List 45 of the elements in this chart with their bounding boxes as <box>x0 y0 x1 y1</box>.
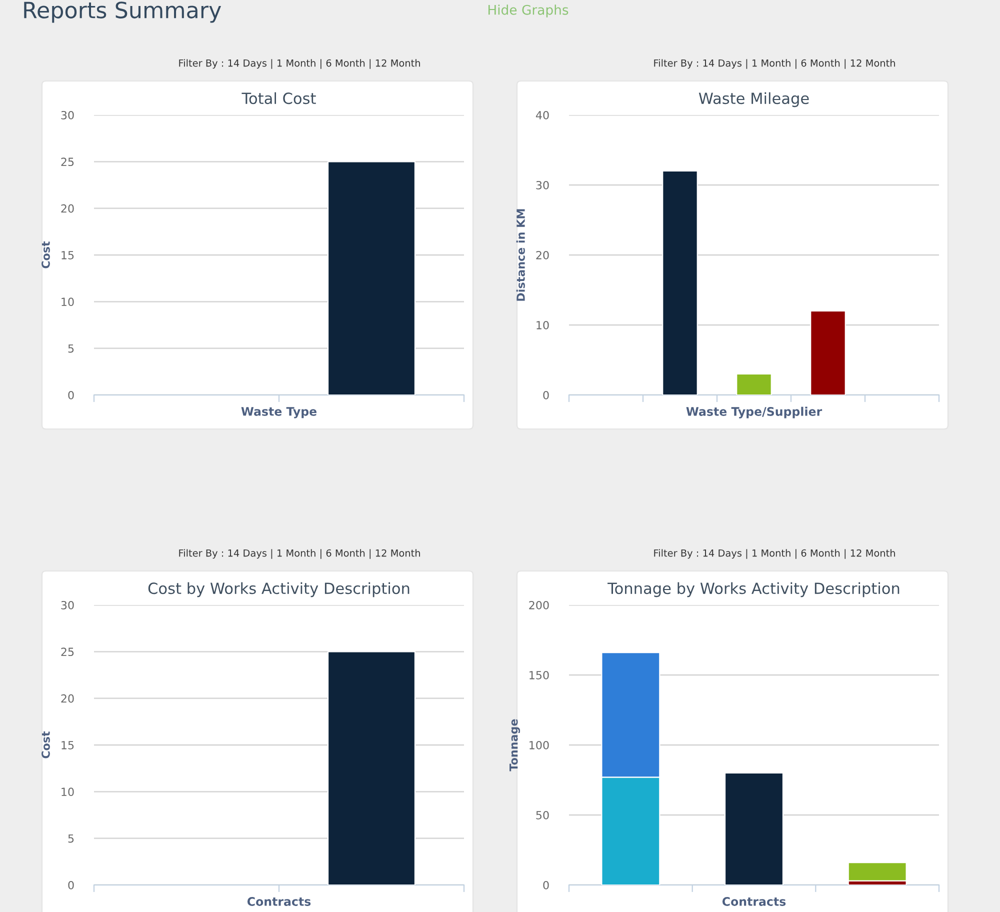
chart-title: Waste Mileage <box>698 92 809 108</box>
y-tick-label: 10 <box>62 298 74 306</box>
y-tick-label: 0 <box>543 880 549 890</box>
y-axis-title: Tonnage <box>510 719 520 772</box>
y-tick-label: 30 <box>61 600 74 610</box>
y-axis-title: Distance in KM <box>516 209 525 301</box>
y-tick-label: 30 <box>61 110 74 120</box>
y-tick-label: 10 <box>536 320 549 330</box>
chart-title: Tonnage by Works Activity Description <box>608 582 900 598</box>
text: Filter By : 14 Days | 1 Month | 6 Month | 12 Month <box>179 549 420 559</box>
y-tick-label: 50 <box>536 810 549 820</box>
y-tick-label: 20 <box>61 204 74 213</box>
chart-title: Total Cost <box>242 92 316 104</box>
y-tick-label: 30 <box>536 180 549 190</box>
y-axis-title: Cost <box>42 241 50 268</box>
y-tick-label: 15 <box>62 741 74 750</box>
chart-title: Cost by Works Activity Description <box>148 582 410 598</box>
y-axis-title: Cost <box>42 731 50 758</box>
x-axis-title: Contracts <box>722 897 786 906</box>
x-axis-title: Contracts <box>247 897 311 906</box>
text: Hide Graphs <box>488 4 568 18</box>
y-tick-label: 200 <box>529 600 549 610</box>
bar <box>662 170 698 395</box>
text: Filter By : 14 Days | 1 Month | 6 Month | 12 Month <box>179 59 420 69</box>
bar <box>736 373 772 395</box>
y-tick-label: 20 <box>61 694 74 703</box>
y-tick-label: 5 <box>68 344 74 353</box>
y-tick-label: 100 <box>530 740 549 750</box>
y-tick-label: 25 <box>61 648 74 656</box>
x-axis-title: Waste Type/Supplier <box>686 406 822 418</box>
y-tick-label: 40 <box>536 110 549 120</box>
y-tick-label: 0 <box>68 880 74 890</box>
x-axis-title: Waste Type <box>241 407 317 418</box>
y-tick-label: 0 <box>543 390 549 400</box>
y-tick-label: 20 <box>536 250 549 260</box>
y-tick-label: 10 <box>62 788 74 796</box>
y-tick-label: 0 <box>68 390 74 400</box>
bar <box>810 310 846 395</box>
y-tick-label: 25 <box>61 158 74 166</box>
y-tick-label: 15 <box>62 251 74 260</box>
text: Filter By : 14 Days | 1 Month | 6 Month | 12 Month <box>654 549 895 559</box>
y-tick-label: 150 <box>530 670 549 680</box>
y-tick-label: 5 <box>68 834 74 843</box>
text: Filter By : 14 Days | 1 Month | 6 Month | 12 Month <box>654 59 895 69</box>
text: Reports Summary <box>24 2 222 23</box>
